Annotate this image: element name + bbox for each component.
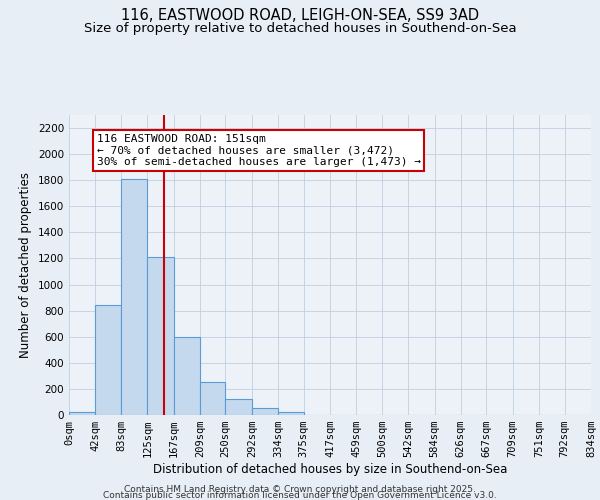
Bar	[252, 408, 278, 415]
Bar	[69, 412, 95, 415]
Bar	[278, 412, 304, 415]
Bar	[147, 257, 173, 415]
Bar	[121, 179, 147, 415]
Text: Size of property relative to detached houses in Southend-on-Sea: Size of property relative to detached ho…	[83, 22, 517, 35]
Text: Contains public sector information licensed under the Open Government Licence v3: Contains public sector information licen…	[103, 491, 497, 500]
Bar	[173, 336, 200, 415]
Text: Contains HM Land Registry data © Crown copyright and database right 2025.: Contains HM Land Registry data © Crown c…	[124, 485, 476, 494]
Y-axis label: Number of detached properties: Number of detached properties	[19, 172, 32, 358]
Text: 116 EASTWOOD ROAD: 151sqm
← 70% of detached houses are smaller (3,472)
30% of se: 116 EASTWOOD ROAD: 151sqm ← 70% of detac…	[97, 134, 421, 167]
Bar	[95, 306, 121, 415]
Bar	[200, 382, 226, 415]
Text: 116, EASTWOOD ROAD, LEIGH-ON-SEA, SS9 3AD: 116, EASTWOOD ROAD, LEIGH-ON-SEA, SS9 3A…	[121, 8, 479, 22]
X-axis label: Distribution of detached houses by size in Southend-on-Sea: Distribution of detached houses by size …	[153, 463, 507, 476]
Bar	[226, 400, 252, 415]
